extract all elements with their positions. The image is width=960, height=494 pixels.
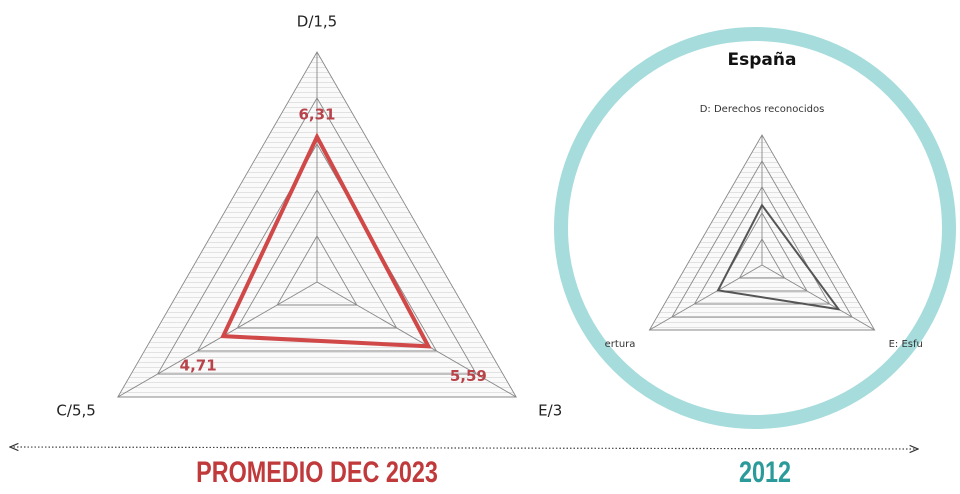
axis-label: ertura [605,339,636,350]
value-label: 4,71 [180,357,217,375]
caption: PROMEDIO DEC 2023 [196,455,438,488]
axis-label: D: Derechos reconocidos [700,104,825,115]
radar-spoke [117,281,318,398]
radar-spoke [649,264,763,331]
chart-title: España [728,50,797,70]
radar-spoke [761,264,875,331]
radar-spoke [316,281,517,398]
grid-ring [648,134,876,331]
grid-ring [671,160,853,318]
series-line [220,132,432,349]
axis-label: C/5,5 [56,402,95,420]
charts: D/1,5 E/3 C/5,5 6,31 5,59 4,71 PROMEDIO DEC 20… [56,13,922,489]
grid-ring [693,186,831,305]
axis-label: D/1,5 [297,13,337,31]
grid-ring [236,189,398,329]
value-label: 6,31 [298,105,335,123]
grid-ring [117,51,517,398]
caption: 2012 [739,455,791,488]
grid-ring [156,97,478,375]
axis-label: E/3 [538,402,562,420]
grid-ring [738,238,786,279]
axis-label: E: Esfu [889,339,923,350]
grid-ring [716,212,808,292]
grid-ring [276,235,358,306]
timeline [10,447,918,449]
value-label: 5,59 [450,367,487,385]
series-line [716,203,841,311]
